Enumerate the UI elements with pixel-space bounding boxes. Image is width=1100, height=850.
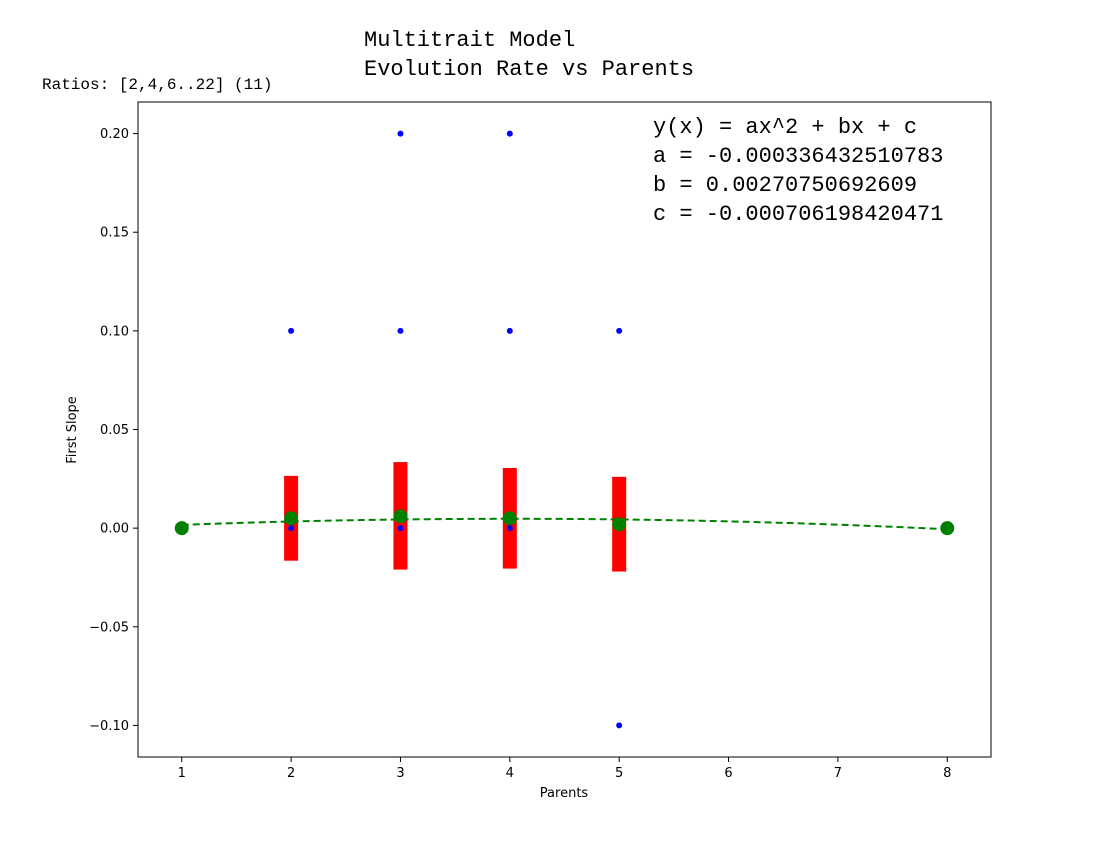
annotation-line: c = -0.000706198420471 — [653, 202, 943, 227]
x-tick-label: 8 — [943, 766, 951, 781]
y-tick-label: 0.20 — [100, 127, 129, 142]
y-axis-label: First Slope — [65, 396, 80, 464]
fit-annotation: y(x) = ax^2 + bx + c a = -0.0003364325107… — [653, 115, 943, 227]
x-tick-label: 2 — [287, 766, 295, 781]
raw-point — [288, 327, 295, 334]
raw-point — [506, 327, 513, 334]
annotation-line: a = -0.000336432510783 — [653, 144, 943, 169]
raw-point — [397, 327, 404, 334]
mean-point — [940, 521, 955, 536]
fit-curve — [181, 517, 948, 531]
chart-marks — [174, 130, 955, 729]
raw-point — [506, 525, 513, 532]
raw-point — [616, 722, 623, 729]
annotation-line: b = 0.00270750692609 — [653, 173, 917, 198]
raw-point — [397, 525, 404, 532]
mean-point — [502, 511, 517, 526]
axes: 1 2 3 4 5 6 7 8 −0.10 −0.05 0.00 0.05 0.10 0.15 0.20 — [89, 127, 951, 781]
y-tick-label: 0.15 — [100, 226, 129, 241]
chart-title-line-1: Multitrait Model — [364, 28, 575, 53]
raw-point — [397, 130, 404, 137]
y-tick-label: −0.05 — [89, 620, 129, 635]
plot-frame — [137, 101, 992, 758]
raw-point — [288, 525, 295, 532]
mean-point — [174, 521, 189, 536]
x-tick-label: 4 — [506, 766, 514, 781]
y-tick-label: −0.10 — [89, 719, 129, 734]
mean-point — [284, 511, 299, 526]
chart-subtitle: Ratios: [2,4,6..22] (11) — [42, 76, 272, 94]
raw-point — [616, 327, 623, 334]
x-tick-label: 6 — [724, 766, 732, 781]
raw-point — [506, 130, 513, 137]
annotation-line: y(x) = ax^2 + bx + c — [653, 115, 917, 140]
mean-point — [612, 517, 627, 532]
mean-point — [393, 509, 408, 524]
x-tick-label: 5 — [615, 766, 623, 781]
x-tick-label: 1 — [178, 766, 186, 781]
x-tick-label: 7 — [834, 766, 842, 781]
y-tick-label: 0.05 — [100, 423, 129, 438]
x-axis-label: Parents — [540, 786, 589, 801]
y-tick-label: 0.10 — [100, 324, 129, 339]
y-tick-label: 0.00 — [100, 522, 129, 537]
title-block: Multitrait Model Evolution Rate vs Paren… — [42, 28, 694, 94]
chart-title-line-2: Evolution Rate vs Parents — [364, 57, 694, 82]
x-tick-label: 3 — [396, 766, 404, 781]
